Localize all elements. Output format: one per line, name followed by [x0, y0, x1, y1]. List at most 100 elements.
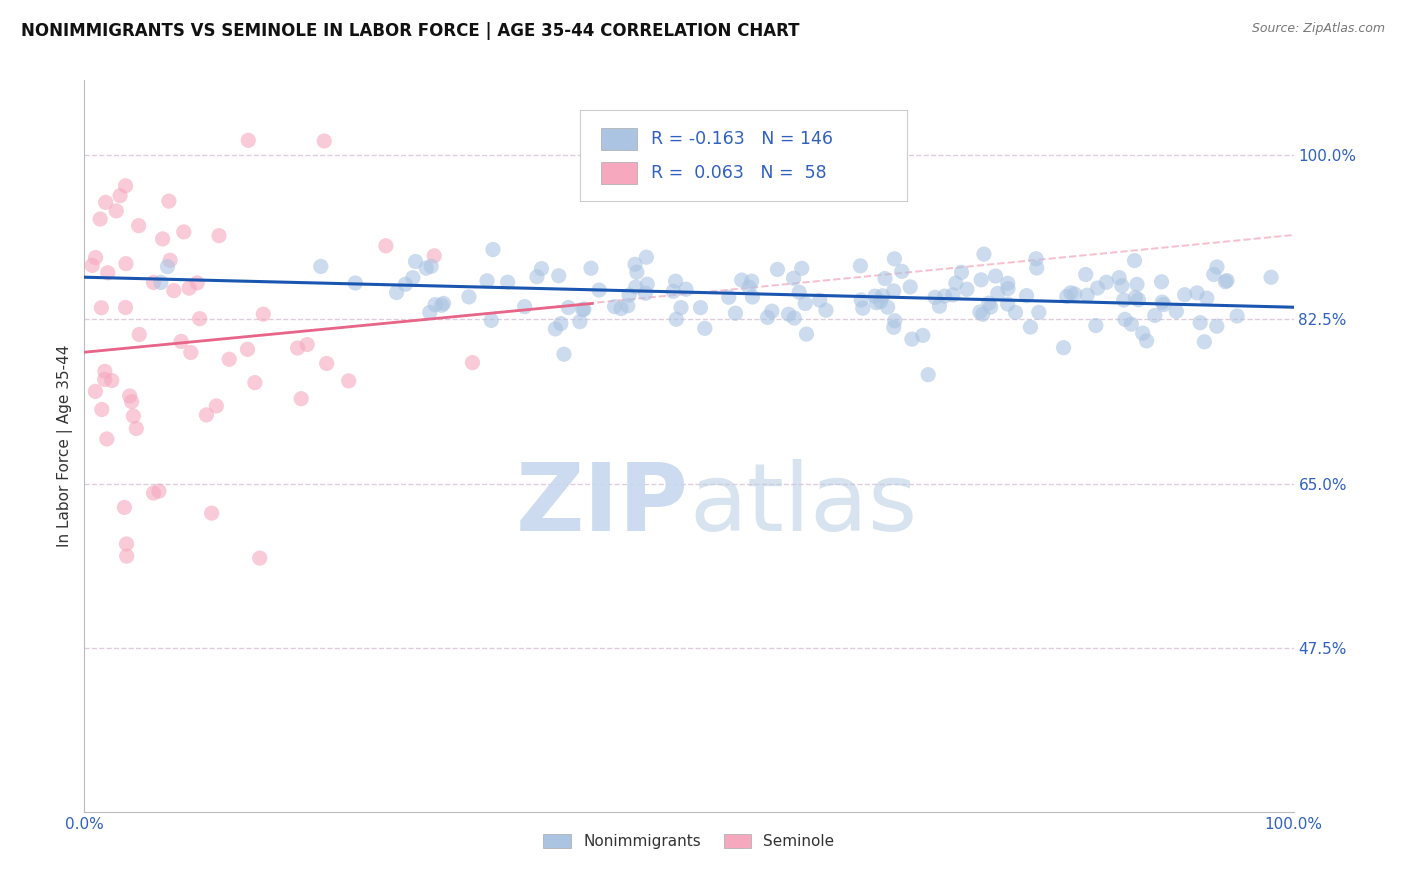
Point	[142, 276, 165, 290]
Point	[980, 300, 1002, 314]
Point	[917, 368, 939, 382]
Point	[236, 343, 259, 357]
Point	[195, 408, 218, 422]
Point	[513, 300, 536, 314]
Point	[1195, 291, 1218, 305]
Text: ZIP: ZIP	[516, 458, 689, 550]
Point	[344, 276, 367, 290]
Point	[89, 212, 111, 227]
Point	[603, 300, 626, 314]
Point	[851, 293, 873, 307]
Point	[1215, 275, 1237, 289]
Point	[984, 268, 1007, 283]
Point	[114, 301, 136, 315]
Point	[997, 282, 1019, 296]
Point	[420, 260, 443, 274]
Point	[987, 286, 1010, 301]
Point	[385, 285, 408, 300]
Point	[766, 262, 789, 277]
Point	[796, 327, 818, 342]
Point	[423, 249, 446, 263]
FancyBboxPatch shape	[581, 110, 907, 201]
Point	[402, 270, 425, 285]
Point	[616, 299, 638, 313]
Point	[852, 301, 875, 316]
Point	[761, 304, 783, 318]
Point	[950, 265, 973, 279]
Point	[1216, 273, 1239, 287]
Point	[1205, 319, 1227, 334]
Point	[180, 345, 202, 359]
Point	[717, 290, 740, 304]
Point	[419, 305, 441, 319]
Point	[1128, 293, 1150, 307]
Point	[664, 274, 686, 288]
Point	[1004, 305, 1026, 319]
Point	[1111, 278, 1133, 293]
Point	[1074, 268, 1097, 282]
Point	[115, 549, 138, 563]
Point	[170, 334, 193, 349]
Point	[787, 285, 810, 300]
Point	[1206, 260, 1229, 274]
Point	[1202, 268, 1225, 282]
Point	[1152, 295, 1174, 310]
Point	[1143, 309, 1166, 323]
Point	[1087, 281, 1109, 295]
Point	[1063, 287, 1085, 301]
Point	[157, 194, 180, 208]
Point	[738, 280, 761, 294]
Point	[1076, 288, 1098, 302]
Point	[84, 384, 107, 399]
Point	[756, 310, 779, 325]
Point	[159, 253, 181, 268]
Point	[1153, 297, 1175, 311]
Point	[977, 296, 1000, 310]
Point	[662, 285, 685, 299]
Point	[956, 282, 979, 296]
Point	[1189, 316, 1212, 330]
Point	[287, 341, 309, 355]
Point	[1019, 320, 1042, 334]
Point	[156, 260, 179, 274]
Point	[243, 376, 266, 390]
Point	[901, 332, 924, 346]
Point	[731, 273, 754, 287]
Point	[121, 394, 143, 409]
Point	[790, 261, 813, 276]
FancyBboxPatch shape	[600, 128, 637, 150]
Point	[865, 295, 887, 310]
Point	[90, 402, 112, 417]
Point	[461, 356, 484, 370]
Point	[173, 225, 195, 239]
Point	[898, 280, 921, 294]
Point	[973, 247, 995, 261]
Point	[179, 281, 201, 295]
Point	[883, 314, 905, 328]
Point	[163, 284, 186, 298]
Point	[1125, 290, 1147, 304]
Point	[108, 188, 131, 202]
Point	[1095, 275, 1118, 289]
Point	[1185, 285, 1208, 300]
Point	[883, 252, 905, 266]
Point	[997, 277, 1019, 291]
Point	[115, 257, 138, 271]
Point	[883, 320, 905, 334]
Point	[152, 232, 174, 246]
Point	[530, 261, 553, 276]
Point	[96, 432, 118, 446]
Point	[208, 228, 231, 243]
Point	[969, 305, 991, 319]
Point	[724, 306, 747, 320]
Point	[1166, 304, 1188, 318]
Point	[675, 282, 697, 296]
Legend: Nonimmigrants, Seminole: Nonimmigrants, Seminole	[537, 828, 841, 855]
Point	[669, 301, 692, 315]
Point	[665, 312, 688, 326]
Point	[572, 302, 595, 317]
Point	[1123, 253, 1146, 268]
Point	[872, 289, 894, 303]
Point	[693, 321, 716, 335]
Point	[1015, 288, 1038, 302]
